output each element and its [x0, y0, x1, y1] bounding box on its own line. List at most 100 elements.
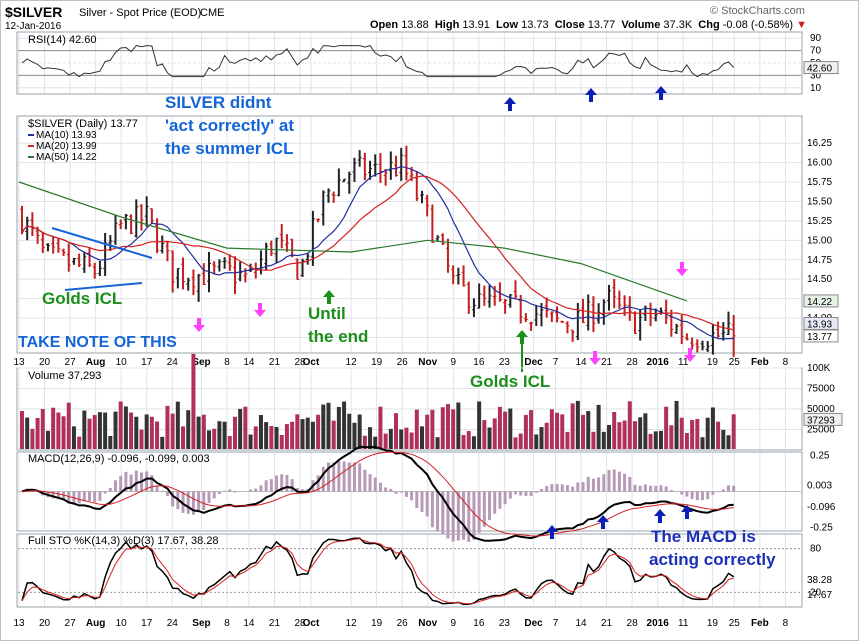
sto-title: Full STO %K(14,3) %D(3) 17.67, 38.28 — [28, 535, 219, 547]
macd-hist-bar — [321, 466, 325, 492]
price-tick-label: 15.00 — [807, 235, 832, 246]
x-tick-label-price: 8 — [783, 357, 789, 368]
chart-symbol: $SILVER — [5, 4, 63, 20]
macd-flag-macd: -0.096 — [807, 502, 836, 513]
ohlc-bar — [342, 178, 347, 183]
volume-tick-label: 25000 — [807, 425, 835, 436]
ohlc-bar — [690, 337, 695, 350]
volume-bar — [113, 411, 118, 449]
ohlc-bar — [217, 259, 222, 272]
ohlc-bar — [388, 151, 393, 180]
ohlc-bar — [165, 241, 170, 262]
macd-hist-bar — [654, 485, 658, 492]
volume-bar — [394, 413, 399, 449]
ohlc-bar — [336, 168, 341, 197]
ohlc-bar — [92, 262, 97, 279]
volume-bar — [570, 403, 575, 449]
close-value: 13.77 — [587, 19, 616, 31]
macd-hist-bar — [529, 491, 533, 496]
macd-hist-bar — [508, 491, 512, 499]
volume-bar — [352, 422, 357, 449]
macd-flag-hist: 0.003 — [807, 480, 832, 491]
ohlc-bar — [684, 333, 689, 341]
macd-hist-bar — [451, 491, 455, 542]
macd-hist-bar — [425, 491, 429, 517]
volume-bar — [77, 436, 82, 449]
volume-bar — [482, 420, 487, 449]
macd-hist-bar — [524, 491, 528, 496]
macd-hist-bar — [165, 491, 169, 496]
x-tick-label-bottom: 11 — [678, 618, 689, 629]
volume-bar — [40, 409, 45, 449]
volume-bar — [25, 417, 30, 449]
macd-hist-bar — [62, 491, 66, 501]
price-legend-symbol: $SILVER (Daily) 13.77 — [28, 118, 138, 130]
macd-hist-bar — [150, 475, 154, 492]
macd-hist-bar — [519, 491, 523, 496]
ohlc-bar — [586, 294, 591, 331]
volume-bar — [445, 404, 450, 449]
x-tick-label-price: 10 — [116, 357, 128, 368]
macd-hist-bar — [726, 485, 730, 492]
macd-hist-bar — [404, 491, 408, 497]
macd-hist-bar — [233, 491, 237, 493]
macd-hist-bar — [82, 491, 86, 502]
volume-bar — [419, 426, 424, 449]
volume-bar — [404, 427, 409, 449]
macd-hist-bar — [591, 478, 595, 492]
ohlc-bar — [118, 219, 123, 230]
ohlc-bar — [477, 283, 482, 309]
volume-bar — [212, 428, 217, 449]
x-tick-label-bottom: 28 — [294, 618, 306, 629]
volume-bar — [186, 410, 191, 449]
volume-bar — [290, 421, 295, 449]
x-tick-label-bottom: 25 — [729, 618, 741, 629]
x-tick-label-price: Nov — [418, 357, 437, 368]
macd-hist-bar — [581, 482, 585, 492]
ohlc-bar — [482, 285, 487, 306]
x-tick-label-bottom: 17 — [141, 618, 153, 629]
price-tick-label: 14.75 — [807, 255, 832, 266]
rsi-line — [21, 45, 735, 78]
volume-bar — [300, 419, 305, 449]
price-flag-close-box — [803, 329, 839, 343]
macd-hist-bar — [399, 491, 403, 493]
volume-bar — [529, 410, 534, 449]
ohlc-bar — [201, 263, 206, 286]
x-tick-label-bottom: Feb — [751, 618, 769, 629]
volume-bar — [336, 406, 341, 449]
magenta-arrow-icon — [684, 348, 696, 362]
macd-hist-bar — [638, 485, 642, 492]
volume-bar — [383, 433, 388, 449]
ohlc-bar — [264, 242, 269, 270]
x-tick-label-price: 25 — [729, 357, 741, 368]
macd-hist-bar — [186, 491, 190, 514]
volume-bar — [627, 401, 632, 449]
macd-hist-bar — [643, 484, 647, 492]
volume-bar — [362, 435, 367, 449]
macd-hist-bar — [337, 460, 341, 492]
macd-hist-bar — [394, 491, 398, 494]
ohlc-bar — [300, 258, 305, 277]
magenta-arrow-icon — [193, 318, 205, 332]
volume-bar — [347, 413, 352, 449]
volume-bar — [175, 401, 180, 449]
volume-bar — [232, 416, 237, 449]
macd-hist-bar — [207, 491, 211, 504]
ohlc-bar — [222, 257, 227, 269]
macd-hist-bar — [290, 479, 294, 492]
macd-hist-bar — [124, 471, 128, 492]
macd-hist-bar — [602, 474, 606, 492]
price-tick-label: 15.25 — [807, 216, 832, 227]
volume-flag-box — [803, 412, 843, 426]
x-tick-label-bottom: 9 — [451, 618, 457, 629]
ohlc-bar — [430, 204, 435, 244]
ohlc-bar — [144, 196, 149, 227]
volume-bar — [165, 405, 170, 449]
macd-hist-bar — [352, 462, 356, 492]
price-flag-ma50: 14.22 — [807, 297, 832, 308]
volume-bar — [331, 420, 336, 449]
blue-arrow-icon — [585, 88, 597, 102]
legend-ma50: MA(50) 14.22 — [36, 152, 97, 163]
volume-bar — [129, 412, 134, 449]
